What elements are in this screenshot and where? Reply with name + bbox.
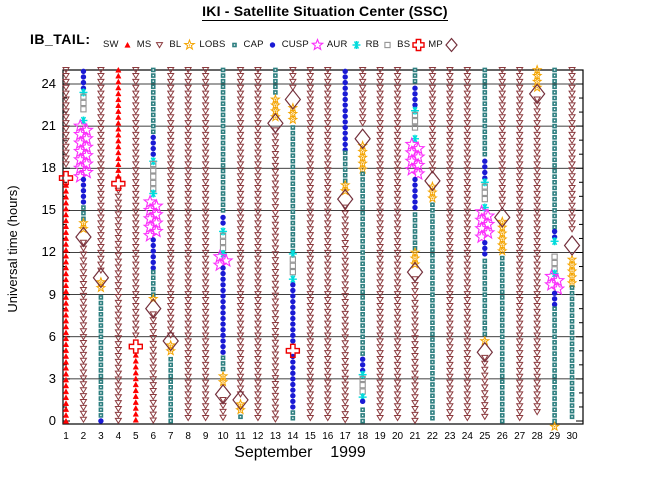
y-axis-title: Universal time (hours)	[5, 185, 20, 313]
legend-item-cap: CAP	[244, 34, 281, 54]
x-day-label: 17	[339, 431, 351, 442]
y-tick-label: 3	[48, 370, 56, 386]
y-tick-label: 15	[41, 202, 56, 218]
x-day-label: 30	[566, 431, 578, 442]
cap-symbol-icon	[269, 42, 275, 48]
x-day-label: 24	[461, 431, 473, 442]
sw-symbol-icon	[124, 41, 131, 48]
x-day-label: 23	[444, 431, 456, 442]
legend-label: AUR	[326, 38, 348, 50]
x-day-label: 10	[217, 431, 229, 442]
legend-item-ms: MS	[137, 34, 169, 54]
x-day-label: 5	[133, 431, 139, 442]
legend-label: BS	[397, 38, 411, 50]
dataset-label: IB_TAIL:	[30, 31, 91, 47]
legend-item-bs: BS	[397, 34, 427, 54]
gridlines	[62, 69, 584, 425]
x-day-label: 26	[496, 431, 508, 442]
y-tick-label: 21	[41, 118, 56, 134]
x-day-label: 7	[167, 431, 174, 442]
legend-item-aur: AUR	[327, 34, 365, 54]
lobs-symbol-icon	[231, 42, 237, 48]
x-day-label: 6	[150, 431, 157, 442]
x-day-label: 16	[322, 431, 334, 442]
legend-item-mp: MP	[428, 34, 460, 54]
x-day-label: 25	[479, 431, 491, 442]
ms-symbol-icon	[155, 42, 164, 49]
y-tick-label: 6	[48, 328, 56, 344]
x-day-label: 15	[304, 431, 316, 442]
x-day-label: 18	[357, 431, 369, 442]
y-tick-label: 24	[41, 75, 56, 91]
x-day-label: 11	[235, 431, 246, 442]
legend-label: RB	[365, 38, 380, 50]
x-day-label: 3	[98, 431, 104, 442]
x-day-label: 20	[391, 431, 404, 442]
x-axis-title: September 1999	[234, 444, 366, 461]
x-day-label: 4	[115, 431, 122, 442]
legend-item-cusp: CUSP	[282, 34, 326, 54]
legend-label: LOBS	[199, 38, 226, 50]
y-tick-label: 9	[48, 286, 56, 302]
legend-item-sw: SW	[103, 34, 136, 54]
x-day-label: 1	[63, 431, 69, 442]
legend-label: BL	[169, 38, 182, 50]
boundary-marker-overlays	[58, 83, 581, 411]
legend-label: MP	[428, 38, 443, 50]
rb-symbol-icon	[384, 41, 391, 49]
legend-label: CUSP	[281, 38, 309, 50]
x-day-label: 29	[549, 431, 561, 442]
bs-symbol-icon	[412, 38, 425, 52]
x-day-label: 19	[374, 431, 386, 442]
legend-item-bl: BL	[169, 34, 198, 54]
x-day-label: 28	[531, 431, 543, 442]
x-day-label: 8	[185, 431, 191, 442]
legend-label: CAP	[243, 38, 264, 50]
region-symbol-columns	[62, 64, 578, 432]
legend-label: SW	[103, 38, 119, 50]
legend-item-rb: RB	[366, 34, 397, 54]
x-day-label: 14	[287, 431, 299, 442]
cusp-symbol-icon	[310, 37, 325, 51]
x-day-label: 21	[409, 431, 421, 442]
legend-label: MS	[136, 38, 152, 50]
y-tick-label: 0	[48, 413, 56, 428]
region-legend: SW MS BL LOBS CAP CUSP AUR RB BS MP	[103, 33, 523, 55]
page-title: IKI - Satellite Situation Center (SSC)	[0, 3, 650, 21]
page-title-text: IKI - Satellite Situation Center (SSC)	[202, 3, 448, 21]
y-tick-label: 12	[41, 244, 56, 260]
legend-item-lobs: LOBS	[199, 34, 242, 54]
bl-symbol-icon	[183, 38, 197, 51]
mp-symbol-icon	[445, 37, 458, 53]
x-day-label: 9	[202, 431, 209, 442]
y-tick-label: 18	[41, 160, 56, 176]
aur-symbol-icon	[352, 41, 361, 49]
x-day-label: 22	[426, 431, 438, 442]
x-day-label: 12	[252, 431, 264, 442]
x-day-label: 13	[269, 431, 281, 442]
x-day-label: 27	[514, 431, 526, 442]
x-day-label: 2	[80, 431, 87, 442]
